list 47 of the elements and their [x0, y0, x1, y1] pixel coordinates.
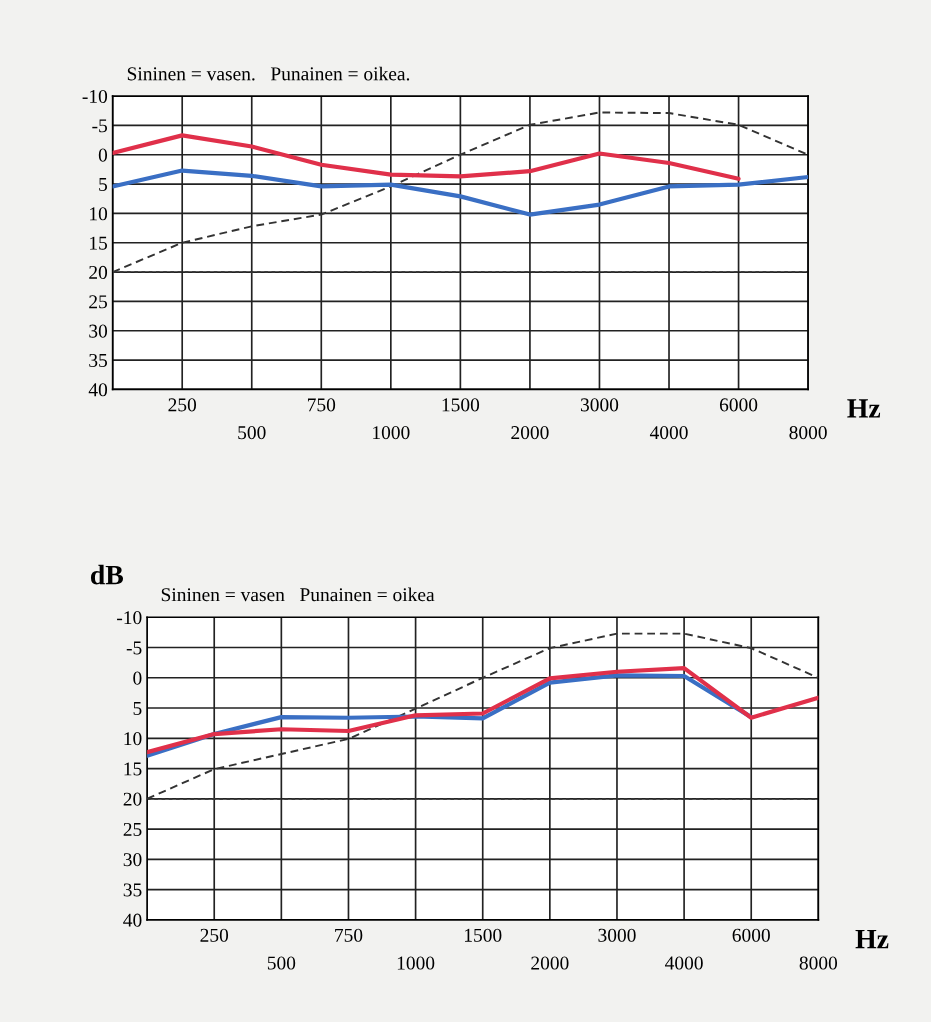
x-axis-title: Hz	[847, 399, 881, 418]
x-tick-label: 500	[238, 426, 266, 440]
y-tick-label: 25	[123, 822, 142, 836]
y-tick-label: 35	[123, 883, 142, 897]
x-tick-label: 6000	[719, 398, 758, 412]
y-tick-label: 35	[89, 353, 108, 367]
y-axis-title: dB	[90, 564, 124, 585]
y-tick-label: 10	[124, 732, 142, 746]
x-tick-label: 4000	[665, 956, 703, 970]
x-tick-label: 3000	[598, 928, 636, 942]
x-tick-label: 1000	[397, 956, 435, 970]
x-tick-label: 4000	[649, 426, 688, 440]
x-tick-label: 8000	[799, 956, 838, 970]
x-axis-title: Hz	[855, 929, 889, 949]
y-tick-label: 30	[89, 324, 108, 338]
y-tick-label: 0	[133, 671, 142, 685]
chart-subtitle: Sininen = vasen Punainen = oikea	[161, 587, 435, 602]
x-tick-label: 250	[200, 928, 229, 942]
chart-subtitle: Sininen = vasen. Punainen = oikea.	[127, 66, 410, 81]
y-tick-label: -5	[92, 119, 108, 133]
x-tick-label: 3000	[580, 398, 619, 412]
x-tick-label: 1500	[442, 398, 480, 412]
x-tick-label: 8000	[789, 426, 827, 440]
y-tick-label: 30	[123, 853, 142, 867]
x-tick-label: 500	[267, 956, 296, 970]
y-tick-label: 15	[124, 762, 142, 776]
x-tick-label: 1500	[464, 928, 502, 942]
x-tick-label: 1000	[373, 426, 410, 440]
y-tick-label: 15	[90, 236, 108, 250]
y-tick-label: -10	[82, 89, 108, 104]
x-tick-label: 2000	[531, 956, 569, 970]
y-tick-label: 10	[90, 207, 108, 221]
y-tick-label: 25	[89, 295, 108, 309]
y-tick-label: 40	[123, 913, 142, 927]
y-tick-label: 20	[89, 265, 108, 279]
x-tick-label: 6000	[732, 928, 770, 942]
y-tick-label: 5	[99, 178, 108, 191]
x-tick-label: 2000	[511, 426, 549, 440]
y-tick-label: -5	[126, 641, 142, 655]
y-tick-label: 20	[123, 792, 142, 806]
y-tick-label: 40	[88, 383, 108, 397]
y-tick-label: 0	[98, 148, 108, 162]
y-tick-label: -10	[117, 611, 142, 625]
x-tick-label: 750	[307, 398, 336, 412]
x-tick-label: 250	[168, 398, 197, 412]
y-tick-label: 5	[133, 702, 142, 715]
x-tick-label: 750	[335, 928, 363, 942]
